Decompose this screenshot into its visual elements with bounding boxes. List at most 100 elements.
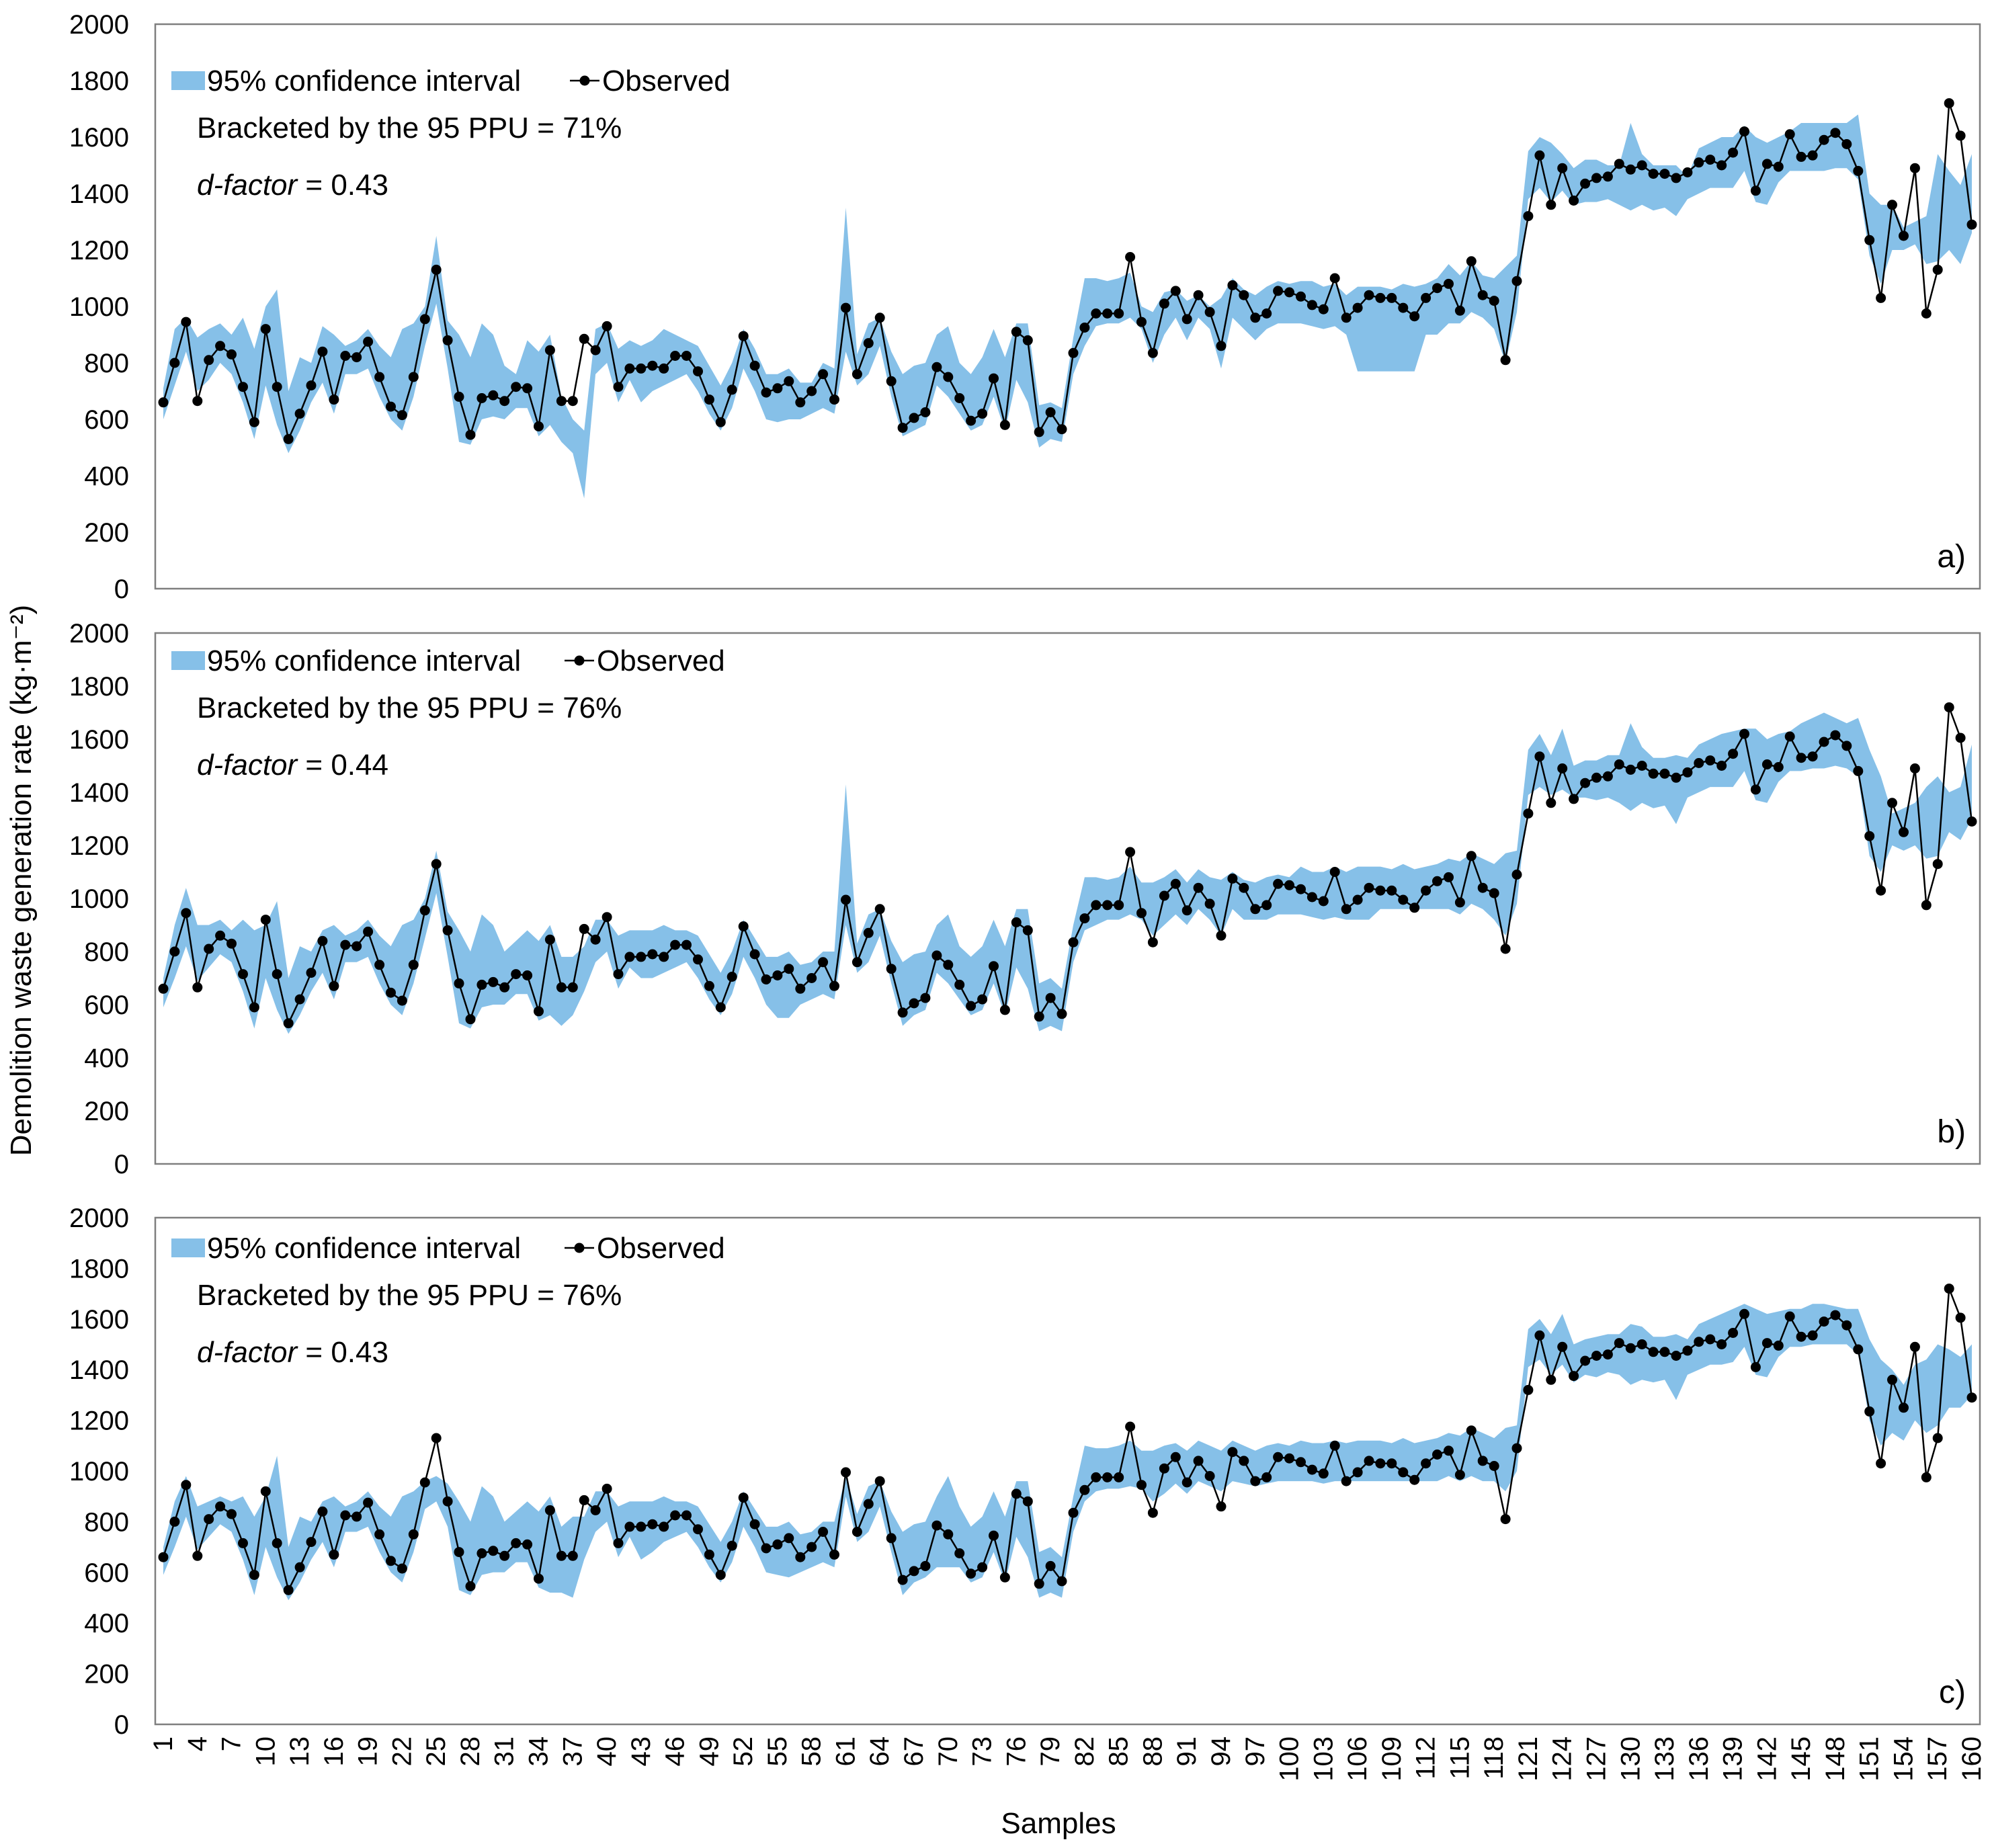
x-tick-label: 136 [1684, 1736, 1714, 1781]
observed-point [1602, 771, 1613, 782]
observed-point [272, 382, 282, 392]
observed-point [1056, 424, 1067, 435]
observed-point [829, 394, 839, 405]
x-tick-label: 130 [1616, 1736, 1645, 1781]
observed-point [966, 1001, 977, 1011]
x-tick-label: 145 [1786, 1736, 1816, 1781]
observed-point [419, 905, 430, 916]
observed-point [601, 912, 612, 923]
observed-point [1899, 1402, 1909, 1413]
observed-point [1489, 296, 1499, 306]
observed-point [1671, 173, 1682, 183]
observed-point [442, 925, 453, 935]
x-tick-label: 25 [421, 1736, 451, 1767]
observed-point [1216, 930, 1227, 941]
observed-point [1909, 763, 1920, 773]
observed-point [1102, 308, 1113, 319]
x-tick-label: 157 [1923, 1736, 1952, 1781]
observed-point [1421, 1458, 1431, 1469]
observed-point [1705, 1334, 1716, 1345]
observed-point [1056, 1576, 1067, 1587]
observed-point [1602, 1349, 1613, 1360]
observed-point [260, 915, 271, 925]
observed-point [1444, 872, 1454, 882]
observed-point [1136, 1480, 1147, 1490]
observed-point [715, 417, 726, 427]
observed-point [1409, 1474, 1420, 1485]
observed-point [306, 968, 317, 978]
observed-point [1955, 130, 1966, 141]
observed-point [238, 382, 248, 392]
legend-observed-marker [574, 655, 585, 666]
confidence-band [163, 114, 1972, 499]
observed-point [1966, 219, 1977, 230]
observed-point [1534, 1330, 1545, 1341]
observed-point [363, 337, 374, 347]
observed-point [1694, 1337, 1704, 1347]
observed-point [522, 383, 533, 394]
observed-point [1091, 308, 1102, 319]
observed-point [1784, 1311, 1795, 1322]
observed-line [162, 707, 1973, 1026]
dfactor-label: d-factor [197, 1336, 299, 1369]
observed-point [169, 946, 180, 957]
observed-point [1375, 292, 1386, 303]
observed-point [1159, 890, 1169, 901]
y-tick-label: 1800 [69, 67, 129, 96]
observed-point [1102, 900, 1113, 911]
plot-frame [154, 632, 1981, 1165]
observed-point [1671, 772, 1682, 783]
observed-point [158, 397, 169, 408]
x-tick-label: 100 [1275, 1736, 1304, 1781]
observed-point [704, 394, 714, 405]
x-tick-label: 85 [1104, 1736, 1134, 1767]
observed-point [1580, 1355, 1591, 1366]
observed-point [1296, 1457, 1306, 1468]
observed-point [1045, 993, 1056, 1003]
observed-point [1296, 291, 1306, 302]
dfactor-label: d-factor [197, 749, 299, 782]
observed-point [818, 1527, 829, 1537]
legend-observed-marker [574, 1243, 585, 1253]
observed-point [192, 1550, 203, 1561]
x-tick-label: 49 [694, 1736, 724, 1767]
observed-point [1841, 139, 1852, 149]
observed-point [1887, 200, 1897, 210]
observed-point [579, 923, 589, 934]
observed-point [1318, 896, 1329, 907]
observed-point [1204, 898, 1215, 909]
observed-point [989, 961, 999, 972]
y-tick-label: 1600 [69, 1305, 129, 1335]
observed-point [442, 1496, 453, 1507]
observed-point [841, 302, 851, 313]
observed-point [215, 1501, 226, 1512]
observed-point [1227, 1447, 1238, 1458]
observed-point [1853, 765, 1864, 776]
observed-point [1728, 1328, 1739, 1338]
legend-ci-swatch [171, 651, 205, 670]
observed-point [954, 393, 965, 403]
observed-point [636, 1521, 647, 1532]
observed-point [1944, 1284, 1954, 1294]
observed-point [1557, 163, 1568, 173]
observed-point [511, 382, 522, 392]
observed-point [806, 973, 817, 983]
observed-point [1022, 1496, 1033, 1507]
x-tick-label: 4 [183, 1736, 212, 1751]
observed-point [681, 939, 692, 950]
observed-point [1489, 888, 1499, 898]
observed-point [1147, 347, 1158, 358]
observed-point [1398, 302, 1409, 313]
observed-point [408, 960, 419, 970]
observed-point [1022, 335, 1033, 345]
observed-point [454, 391, 464, 402]
observed-point [1899, 230, 1909, 241]
observed-point [511, 1538, 522, 1548]
x-tick-label: 151 [1855, 1736, 1884, 1781]
observed-point [1500, 355, 1511, 366]
observed-point [226, 938, 237, 949]
observed-point [1136, 908, 1147, 919]
observed-point [863, 927, 874, 938]
observed-point [954, 1548, 965, 1558]
observed-point [1056, 1009, 1067, 1019]
